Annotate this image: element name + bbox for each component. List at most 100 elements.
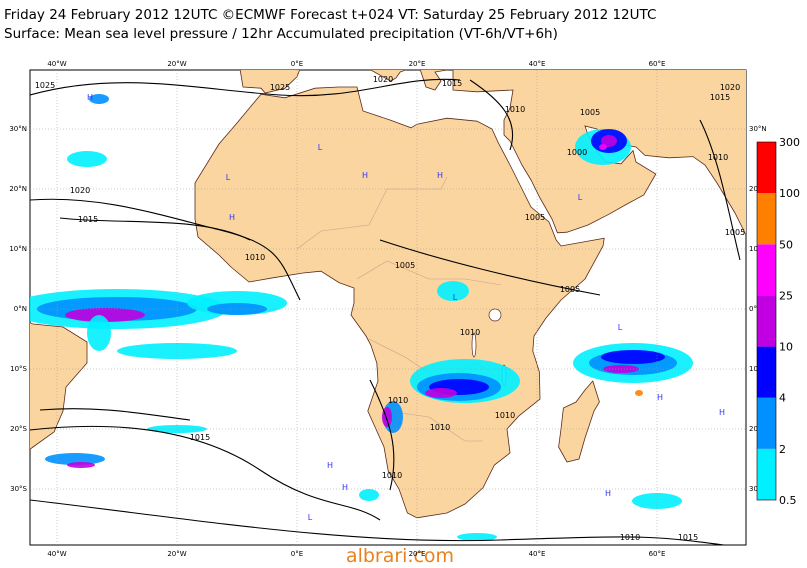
colorbar-label: 300	[779, 136, 800, 149]
pressure-center: H	[327, 461, 333, 470]
longitude-label: 40°W	[47, 550, 66, 558]
colorbar-segment	[757, 346, 776, 398]
isobar-label: 1015	[78, 215, 98, 224]
isobar-label: 1015	[442, 79, 462, 88]
isobar-label: 1010	[430, 423, 450, 432]
border	[296, 176, 448, 250]
latitude-label: 20°S	[10, 425, 27, 433]
pressure-center: H	[87, 93, 93, 102]
pressure-center: L	[453, 293, 458, 302]
isobar-label: 1020	[720, 83, 740, 92]
precipitation	[599, 144, 607, 150]
longitude-label: 60°E	[649, 550, 666, 558]
colorbar-label: 10	[779, 341, 793, 354]
pressure-center: H	[605, 489, 611, 498]
isobar-label: 1020	[70, 186, 90, 195]
precipitation	[601, 135, 617, 147]
colorbar-segment	[757, 397, 776, 449]
watermark: albrari.com	[346, 545, 454, 567]
isobar-label: 1010	[495, 411, 515, 420]
map	[30, 70, 746, 545]
land	[558, 380, 600, 463]
precipitation	[632, 493, 682, 509]
precipitation	[67, 462, 95, 468]
precipitation	[457, 533, 497, 541]
isobar-label: 1015	[190, 433, 210, 442]
isobar	[30, 78, 461, 97]
isobar-label: 1010	[245, 253, 265, 262]
precipitation	[67, 151, 107, 167]
colorbar-segment	[757, 193, 776, 245]
longitude-label: 40°W	[47, 60, 66, 68]
isobar-label: 1010	[388, 396, 408, 405]
isobar-label: 1015	[710, 93, 730, 102]
pressure-center: H	[229, 213, 235, 222]
isobar-label: 1010	[505, 105, 525, 114]
colorbar-label: 2	[779, 443, 786, 456]
pressure-center: L	[318, 143, 323, 152]
longitude-label: 20°W	[167, 550, 186, 558]
pressure-center: H	[437, 171, 443, 180]
colorbar-segment	[757, 142, 776, 194]
isobar-label: 1005	[560, 285, 580, 294]
isobar	[699, 119, 741, 261]
pressure-center: L	[618, 323, 623, 332]
isobar-label: 1025	[270, 83, 290, 92]
latitude-label: 0°N	[14, 305, 27, 313]
precipitation	[425, 388, 457, 398]
precipitation	[117, 343, 237, 359]
land	[30, 322, 88, 450]
isobar	[59, 217, 251, 241]
pressure-center: H	[719, 408, 725, 417]
pressure-center: H	[362, 171, 368, 180]
land	[194, 86, 605, 519]
border	[356, 260, 502, 286]
land	[369, 70, 407, 82]
isobar-label: 1005	[580, 108, 600, 117]
precipitation	[359, 489, 379, 501]
isobar-label: 1000	[567, 148, 587, 157]
latitude-label: 10°N	[9, 245, 27, 253]
colorbar-label: 100	[779, 187, 800, 200]
longitude-label: 0°E	[291, 550, 303, 558]
precipitation	[45, 453, 105, 465]
pressure-center: H	[657, 393, 663, 402]
pressure-center: L	[578, 193, 583, 202]
colorbar-segment	[757, 448, 776, 500]
isobar	[469, 79, 514, 151]
colorbar-segment	[757, 295, 776, 347]
isobar-label: 1025	[35, 81, 55, 90]
pressure-center: L	[308, 513, 313, 522]
longitude-label: 20°W	[167, 60, 186, 68]
subtitle: Surface: Mean sea level pressure / 12hr …	[4, 26, 558, 42]
longitude-label: 0°E	[291, 60, 303, 68]
colorbar-segment	[757, 244, 776, 296]
pressure-center: L	[226, 173, 231, 182]
colorbar-label: 4	[779, 392, 786, 405]
isobar-label: 1010	[460, 328, 480, 337]
isobar-label: 1005	[395, 261, 415, 270]
precipitation	[89, 94, 109, 104]
longitude-label: 40°E	[529, 60, 546, 68]
isobar	[30, 425, 381, 521]
isobar	[369, 379, 395, 491]
land	[452, 70, 746, 236]
isobar	[30, 499, 728, 545]
latitude-label: 10°S	[10, 365, 27, 373]
latitude-label: 0°N	[749, 305, 762, 313]
isobar-label: 1020	[373, 75, 393, 84]
longitude-label: 20°E	[409, 60, 426, 68]
longitude-label: 40°E	[529, 550, 546, 558]
isobar-label: 1005	[525, 213, 545, 222]
longitude-label: 20°E	[409, 550, 426, 558]
precipitation	[87, 315, 111, 351]
isobar	[39, 408, 191, 421]
isobar-label: 1010	[620, 533, 640, 542]
lake	[471, 332, 477, 358]
land	[239, 70, 301, 94]
colorbar-label: 50	[779, 238, 793, 251]
colorbar-label: 0.5	[779, 494, 797, 507]
latitude-label: 20°N	[9, 185, 27, 193]
pressure-center: H	[342, 483, 348, 492]
isobar-label: 1015	[678, 533, 698, 542]
